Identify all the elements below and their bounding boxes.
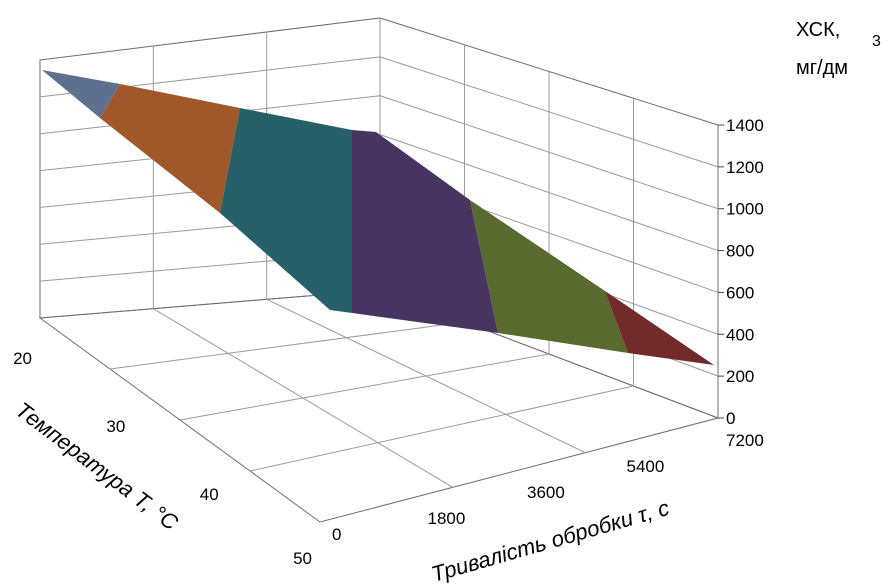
z-tick-label: 0	[726, 409, 735, 428]
y-axis-title: Температура Т, °С	[11, 397, 183, 535]
z-axis-title-line1: ХСК,	[796, 19, 840, 41]
surface-band-3	[220, 108, 352, 313]
x-tick-label: 3600	[527, 483, 565, 502]
floor-gridline-x	[109, 321, 465, 370]
z-tick-label: 400	[726, 325, 754, 344]
z-axis-ticks: 0 200 400 600 800 1000 1200 1400	[718, 116, 764, 428]
floor-gridline-x	[249, 385, 634, 472]
x-tick-label: 7200	[726, 431, 764, 450]
x-tick-label: 0	[332, 525, 341, 544]
floor-gridline-y	[266, 298, 586, 454]
z-axis-title-superscript: 3	[872, 33, 881, 50]
surface	[42, 70, 714, 365]
z-tick-label: 1400	[726, 116, 764, 135]
y-tick-label: 30	[106, 417, 125, 436]
surface-band-6	[605, 291, 714, 365]
z-axis-title-line2: мг/дм	[796, 57, 848, 79]
y-tick-label: 20	[13, 349, 32, 368]
y-tick-label: 40	[200, 485, 219, 504]
x-axis-ticks: 0 1800 3600 5400 7200	[332, 431, 764, 544]
z-tick-label: 1200	[726, 158, 764, 177]
z-tick-label: 200	[726, 367, 754, 386]
surface-band-4	[352, 130, 498, 333]
z-tick-label: 800	[726, 242, 754, 261]
y-tick-label: 50	[293, 549, 312, 568]
x-tick-label: 5400	[627, 457, 665, 476]
z-tick-label: 1000	[726, 200, 764, 219]
surface-band-1	[42, 70, 120, 118]
y-axis-ticks: 20 30 40 50	[13, 349, 312, 568]
floor-gridline-x	[179, 353, 550, 421]
x-tick-label: 1800	[428, 509, 466, 528]
surface-band-2	[100, 84, 240, 213]
z-tick-label: 600	[726, 283, 754, 302]
surface-band-5	[470, 200, 628, 353]
gridlines	[39, 18, 719, 488]
floor-gridline-y	[153, 308, 453, 488]
